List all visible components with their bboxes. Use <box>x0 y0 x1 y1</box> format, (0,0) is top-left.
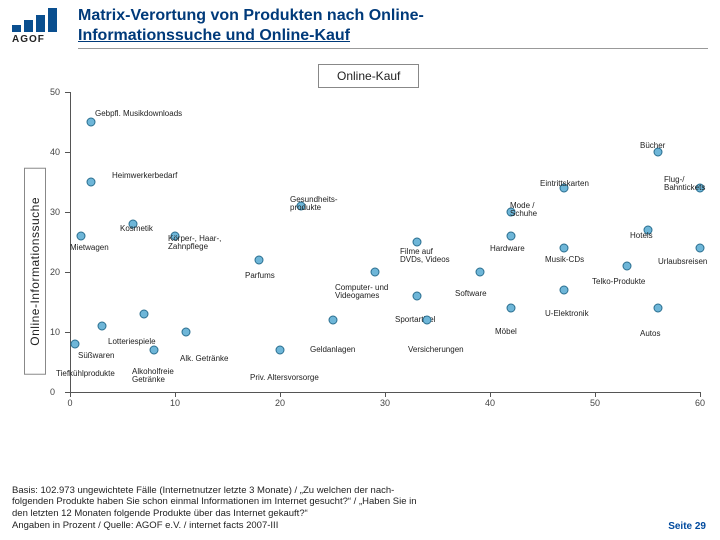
point-label: Hardware <box>490 245 525 253</box>
point-label: AlkoholfreieGetränke <box>132 368 174 385</box>
data-point <box>370 268 379 277</box>
point-label: Körper-, Haar-,Zahnpflege <box>168 235 221 252</box>
point-label: Süßwaren <box>78 352 114 360</box>
y-tick-label: 10 <box>50 327 60 337</box>
data-point <box>150 346 159 355</box>
y-tick-label: 20 <box>50 267 60 277</box>
data-point <box>328 316 337 325</box>
data-point <box>622 262 631 271</box>
x-tick-label: 10 <box>170 398 180 408</box>
point-label: Hotels <box>630 232 653 240</box>
data-point <box>181 328 190 337</box>
page-number: Seite 29 <box>668 521 706 532</box>
top-axis-label: Online-Kauf <box>318 64 419 88</box>
data-point <box>654 304 663 313</box>
point-label: U-Elektronik <box>545 310 589 318</box>
data-point <box>423 316 432 325</box>
title-rule <box>78 48 708 49</box>
logo-text: AGOF <box>12 34 68 45</box>
footer-text: Basis: 102.973 ungewichtete Fälle (Inter… <box>12 485 650 533</box>
data-point <box>412 292 421 301</box>
point-label: Möbel <box>495 328 517 336</box>
data-point <box>559 286 568 295</box>
point-label: Flug-/Bahntickets <box>664 176 705 193</box>
data-point <box>71 340 80 349</box>
point-label: Gesundheits-produkte <box>290 196 338 213</box>
x-tick-label: 20 <box>275 398 285 408</box>
page-root: AGOF Matrix-Verortung von Produkten nach… <box>0 0 720 540</box>
point-label: Telko-Produkte <box>592 278 645 286</box>
point-label: Computer- undVideogames <box>335 284 388 301</box>
logo-bars <box>12 8 68 32</box>
agof-logo: AGOF <box>12 8 68 45</box>
point-label: Mode /Schuhe <box>510 202 537 219</box>
data-point <box>507 232 516 241</box>
page-title: Matrix-Verortung von Produkten nach Onli… <box>78 6 708 46</box>
data-point <box>87 118 96 127</box>
x-tick-label: 60 <box>695 398 705 408</box>
point-label: Tiefkühlprodukte <box>56 370 115 378</box>
point-label: Heimwerkerbedarf <box>112 172 177 180</box>
title-line2: Informationssuche und Online-Kauf <box>78 27 350 44</box>
x-tick-label: 40 <box>485 398 495 408</box>
point-label: Urlaubsreisen <box>658 258 707 266</box>
data-point <box>412 238 421 247</box>
data-point <box>475 268 484 277</box>
point-label: Software <box>455 290 487 298</box>
data-point <box>139 310 148 319</box>
y-tick-label: 30 <box>50 207 60 217</box>
data-point <box>255 256 264 265</box>
point-label: Priv. Altersvorsorge <box>250 374 319 382</box>
y-tick-label: 0 <box>50 387 55 397</box>
data-point <box>507 304 516 313</box>
point-label: Eintrittskarten <box>540 180 589 188</box>
point-label: Bücher <box>640 142 665 150</box>
x-tick-label: 30 <box>380 398 390 408</box>
x-tick-label: 50 <box>590 398 600 408</box>
point-label: Kosmetik <box>120 225 153 233</box>
point-label: Lotteriespiele <box>108 338 156 346</box>
data-point <box>276 346 285 355</box>
point-label: Geldanlagen <box>310 346 355 354</box>
data-point <box>76 232 85 241</box>
data-point <box>97 322 106 331</box>
data-point <box>696 244 705 253</box>
point-label: Mietwagen <box>70 244 109 252</box>
point-label: Gebpfl. Musikdownloads <box>95 110 182 118</box>
point-label: Alk. Getränke <box>180 355 228 363</box>
x-tick-label: 0 <box>67 398 72 408</box>
data-point <box>559 244 568 253</box>
data-point <box>87 178 96 187</box>
point-label: Versicherungen <box>408 346 464 354</box>
y-tick-label: 50 <box>50 87 60 97</box>
point-label: Parfums <box>245 272 275 280</box>
point-label: Musik-CDs <box>545 256 584 264</box>
point-label: Filme aufDVDs, Videos <box>400 248 450 265</box>
point-label: Autos <box>640 330 660 338</box>
title-line1: Matrix-Verortung von Produkten nach Onli… <box>78 7 424 24</box>
y-tick-label: 40 <box>50 147 60 157</box>
left-axis-label: Online-Informationssuche <box>24 168 46 375</box>
